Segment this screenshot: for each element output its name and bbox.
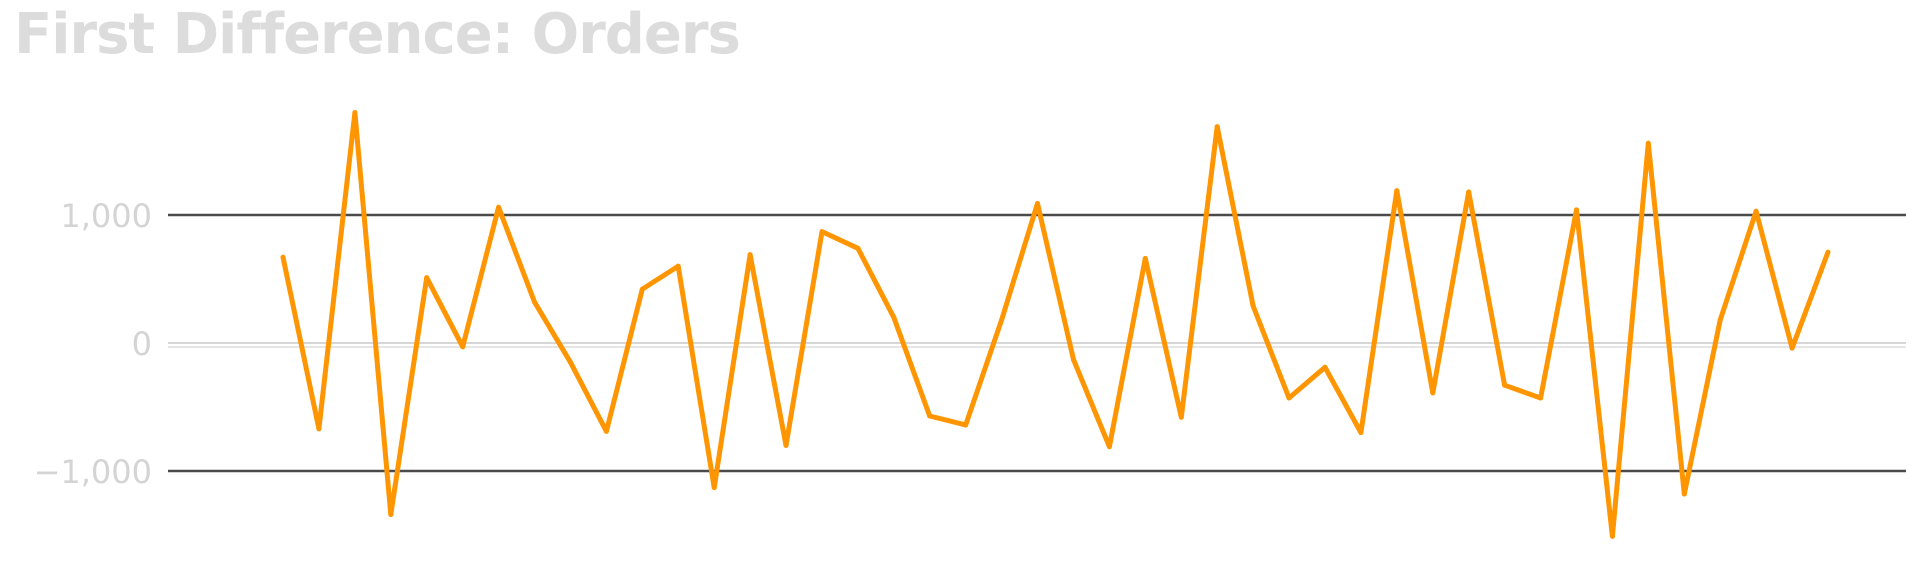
data-point xyxy=(711,485,717,491)
data-point xyxy=(1825,249,1831,255)
series-line-0 xyxy=(280,110,1831,539)
data-point xyxy=(1106,444,1112,450)
data-point xyxy=(927,413,933,419)
data-point xyxy=(1250,303,1256,309)
data-point xyxy=(460,344,466,350)
data-point xyxy=(1035,201,1040,206)
data-point xyxy=(352,110,358,116)
data-point xyxy=(1717,317,1723,323)
data-point xyxy=(675,263,681,269)
data-point xyxy=(567,359,573,365)
data-point xyxy=(639,286,645,292)
data-point xyxy=(1789,345,1795,351)
data-point xyxy=(1645,140,1651,146)
data-point xyxy=(1071,357,1076,363)
data-point xyxy=(1286,395,1292,401)
series-layer xyxy=(280,110,1831,539)
data-point xyxy=(280,254,286,260)
data-point xyxy=(1430,390,1436,396)
data-point xyxy=(1753,208,1759,214)
y-tick-labels: 1,000 0 −1,000 xyxy=(34,197,152,491)
y-tick-label: −1,000 xyxy=(34,453,152,491)
data-point xyxy=(1142,256,1148,261)
data-point xyxy=(1538,395,1544,401)
y-tick-label: 0 xyxy=(132,325,152,363)
chart-title: First Difference: Orders xyxy=(14,2,741,67)
data-point xyxy=(783,442,789,448)
data-point xyxy=(1214,124,1220,130)
data-point xyxy=(855,245,861,251)
data-point xyxy=(1502,382,1508,388)
data-point xyxy=(747,252,753,258)
data-point xyxy=(316,426,322,432)
data-point xyxy=(603,428,609,434)
data-point xyxy=(999,317,1005,323)
data-point xyxy=(819,229,825,235)
data-point xyxy=(1322,364,1328,370)
data-point xyxy=(424,275,430,281)
data-point xyxy=(1681,491,1687,497)
data-point xyxy=(1466,189,1472,195)
data-point xyxy=(1358,430,1364,436)
data-point xyxy=(963,422,969,428)
data-point xyxy=(496,204,502,210)
data-point xyxy=(1394,188,1400,194)
y-gridlines xyxy=(168,213,1906,473)
data-point xyxy=(1574,207,1579,213)
data-point xyxy=(1609,533,1615,539)
data-point xyxy=(891,314,897,320)
y-tick-label: 1,000 xyxy=(60,197,152,235)
data-point xyxy=(388,512,394,517)
data-point xyxy=(532,299,537,305)
data-point xyxy=(1178,414,1184,420)
